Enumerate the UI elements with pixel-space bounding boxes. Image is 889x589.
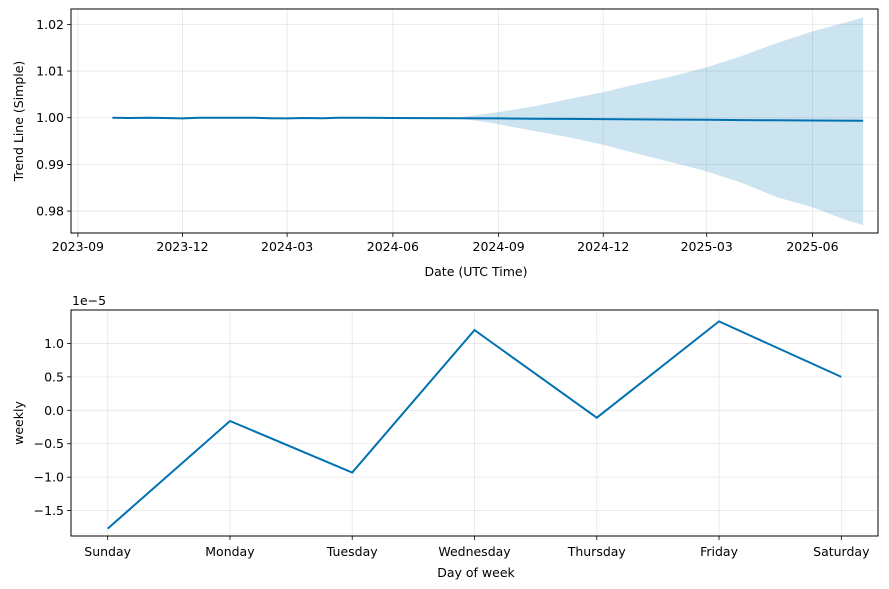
- trend-y-axis-label: Trend Line (Simple): [11, 61, 26, 183]
- weekly-x-tick-label: Monday: [205, 544, 255, 559]
- weekly-x-tick-label: Friday: [700, 544, 738, 559]
- trend-x-tick-label: 2024-12: [577, 239, 629, 254]
- weekly-x-tick-label: Tuesday: [326, 544, 378, 559]
- weekly-y-ticks: −1.5 −1.0 −0.5 0.0 0.5 1.0: [34, 336, 71, 518]
- weekly-x-tick-label: Wednesday: [438, 544, 511, 559]
- trend-x-axis-label: Date (UTC Time): [425, 264, 528, 279]
- trend-chart: 2023-09 2023-12 2024-03 2024-06 2024-09 2024-…: [11, 8, 879, 279]
- trend-y-tick-label: 0.98: [36, 204, 64, 219]
- trend-x-tick-label: 2025-06: [786, 239, 838, 254]
- weekly-y-tick-label: 0.0: [44, 403, 64, 418]
- weekly-series-line: [107, 320, 842, 530]
- trend-x-tick-label: 2025-03: [681, 239, 733, 254]
- weekly-grid: [71, 310, 878, 536]
- weekly-y-axis-label: weekly: [11, 401, 26, 445]
- trend-y-tick-label: 1.01: [36, 64, 64, 79]
- weekly-x-tick-label: Sunday: [84, 544, 131, 559]
- weekly-y-offset-label: 1e−5: [72, 293, 106, 308]
- trend-uncertainty-band: [455, 17, 864, 226]
- trend-series-line: [112, 116, 864, 122]
- weekly-x-tick-label: Thursday: [567, 544, 627, 559]
- trend-x-ticks: 2023-09 2023-12 2024-03 2024-06 2024-09 2024-…: [52, 233, 839, 254]
- trend-plot-frame: [70, 8, 879, 234]
- trend-x-tick-label: 2024-06: [367, 239, 419, 254]
- weekly-y-tick-label: −1.0: [34, 470, 64, 485]
- weekly-y-tick-label: 1.0: [44, 336, 64, 351]
- weekly-chart: Sunday Monday Tuesday Wednesday Thursday Frid…: [11, 293, 879, 580]
- weekly-x-tick-label: Saturday: [813, 544, 870, 559]
- trend-y-tick-label: 1.00: [36, 110, 64, 125]
- trend-y-ticks: 0.98 0.99 1.00 1.01 1.02: [36, 17, 71, 219]
- weekly-y-tick-label: 0.5: [44, 369, 64, 384]
- trend-x-tick-label: 2023-09: [52, 239, 104, 254]
- trend-x-tick-label: 2024-03: [261, 239, 313, 254]
- trend-x-tick-label: 2024-09: [473, 239, 525, 254]
- weekly-x-ticks: Sunday Monday Tuesday Wednesday Thursday Frid…: [84, 536, 870, 559]
- trend-y-tick-label: 0.99: [36, 157, 64, 172]
- weekly-x-axis-label: Day of week: [437, 565, 515, 580]
- weekly-y-tick-label: −0.5: [34, 436, 64, 451]
- trend-x-tick-label: 2023-12: [156, 239, 208, 254]
- weekly-y-tick-label: −1.5: [34, 503, 64, 518]
- trend-y-tick-label: 1.02: [36, 17, 64, 32]
